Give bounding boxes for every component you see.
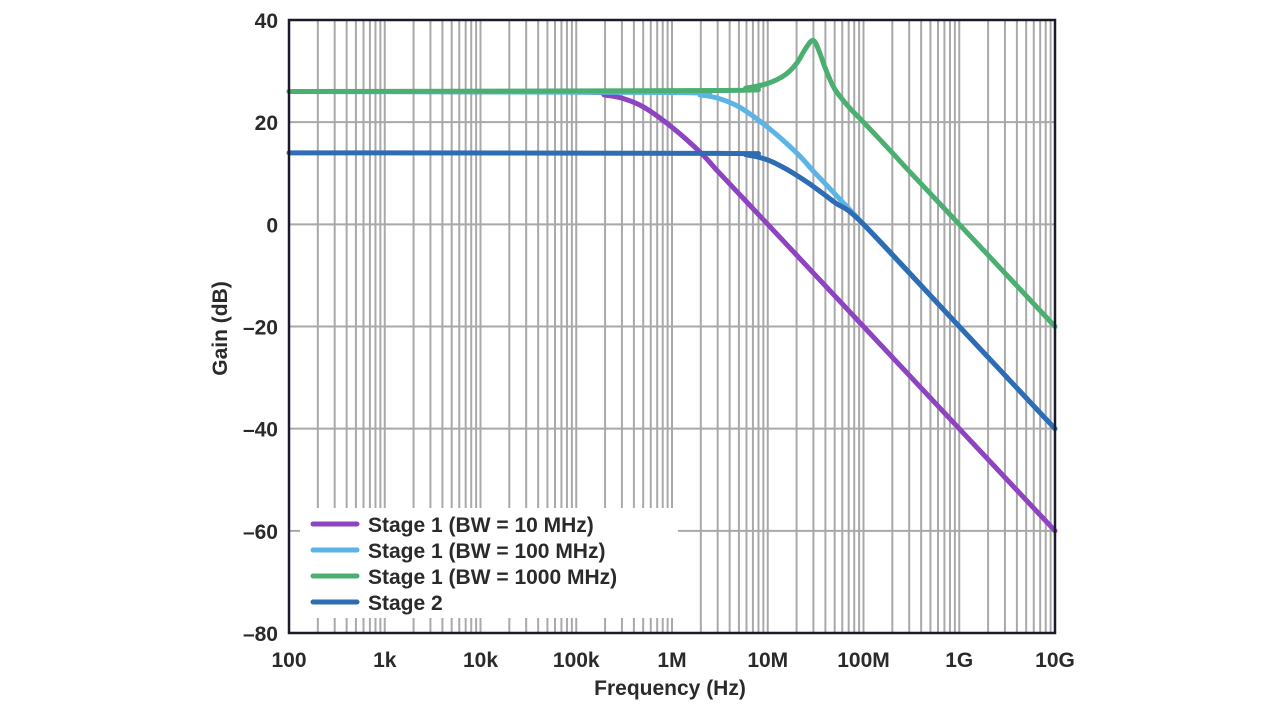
legend-background xyxy=(300,508,678,618)
y-tick-label: 40 xyxy=(255,10,278,33)
x-tick-label: 1G xyxy=(945,649,973,672)
series-line-3 xyxy=(286,37,1058,329)
y-tick-label: –60 xyxy=(243,521,278,544)
x-tick-label: 100M xyxy=(837,649,890,672)
y-axis-label: Gain (dB) xyxy=(209,281,232,376)
x-tick-label: 100 xyxy=(271,649,306,672)
x-tick-label: 1M xyxy=(657,649,686,672)
x-tick-label: 100k xyxy=(553,649,600,672)
legend: Stage 1 (BW = 10 MHz) Stage 1 (BW = 100 M… xyxy=(310,514,617,615)
x-tick-label: 10k xyxy=(463,649,498,672)
x-axis-ticks: 100 1k 10k 100k 1M 10M 100M 1G 10G xyxy=(271,649,1074,672)
series-line-4 xyxy=(286,150,1058,432)
legend-label: Stage 1 (BW = 1000 MHz) xyxy=(368,566,617,589)
legend-label: Stage 2 xyxy=(368,592,443,615)
legend-label: Stage 1 (BW = 100 MHz) xyxy=(368,540,605,563)
x-tick-label: 1k xyxy=(373,649,397,672)
y-tick-label: 0 xyxy=(266,214,278,237)
y-tick-label: –40 xyxy=(243,419,278,442)
x-tick-label: 10G xyxy=(1035,649,1075,672)
plot-frame xyxy=(287,18,1057,635)
x-tick-label: 10M xyxy=(747,649,788,672)
y-tick-label: –20 xyxy=(243,317,278,340)
y-tick-label: –80 xyxy=(243,623,278,646)
y-tick-label: 20 xyxy=(255,112,278,135)
legend-label: Stage 1 (BW = 10 MHz) xyxy=(368,514,594,537)
x-axis-label: Frequency (Hz) xyxy=(594,677,746,700)
series-lines xyxy=(286,37,1058,534)
y-axis-ticks: 40 20 0 –20 –40 –60 –80 xyxy=(243,10,278,646)
